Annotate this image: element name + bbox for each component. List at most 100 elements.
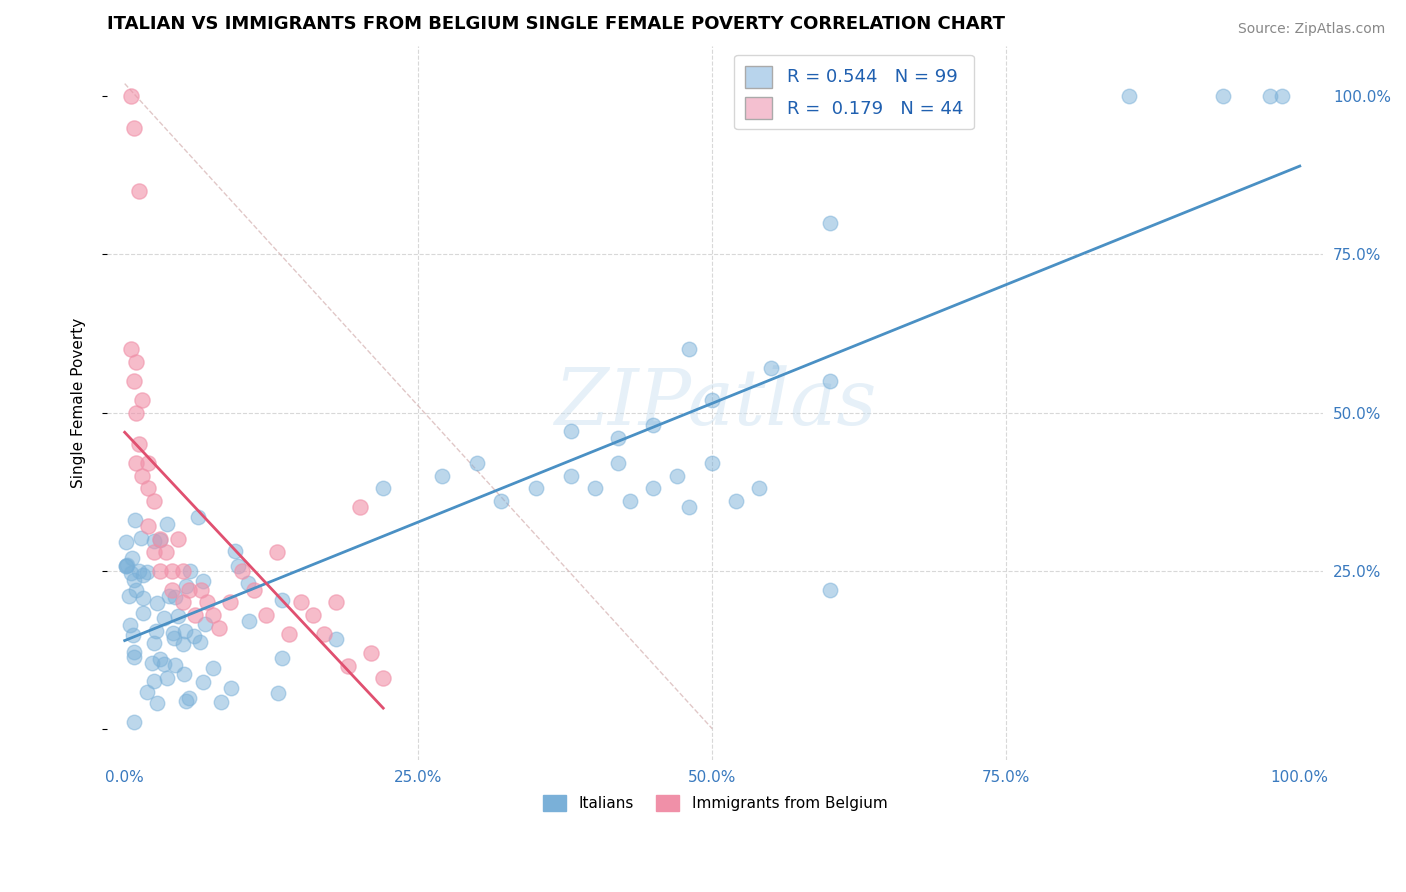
Point (157, 589, 180, 603)
Point (325, 595, 347, 609)
Point (118, 589, 141, 603)
Point (219, 595, 242, 609)
Point (143, 544, 166, 558)
Point (1212, 89, 1234, 103)
Point (122, 649, 145, 664)
Y-axis label: Single Female Poverty: Single Female Poverty (72, 318, 86, 488)
Point (121, 551, 143, 566)
Point (131, 531, 153, 545)
Point (174, 579, 197, 593)
Point (1260, 89, 1282, 103)
Point (162, 626, 184, 640)
Point (143, 494, 166, 508)
Point (678, 500, 700, 515)
Point (122, 574, 145, 588)
Point (202, 661, 225, 675)
Point (155, 544, 177, 558)
Point (607, 456, 630, 470)
Point (314, 627, 336, 641)
Point (118, 617, 141, 632)
Point (122, 715, 145, 730)
Point (373, 671, 395, 685)
Point (142, 534, 165, 549)
Point (702, 456, 724, 470)
Point (430, 468, 453, 483)
Point (145, 624, 167, 639)
Point (243, 582, 266, 597)
Point (191, 574, 214, 589)
Point (228, 558, 250, 573)
Point (174, 694, 197, 708)
Point (560, 425, 582, 439)
Point (131, 392, 153, 407)
Point (125, 355, 148, 369)
Point (818, 582, 841, 597)
Point (115, 559, 138, 574)
Point (266, 544, 288, 558)
Point (194, 616, 217, 631)
Point (301, 607, 323, 622)
Point (702, 392, 724, 407)
Point (183, 629, 205, 643)
Point (124, 513, 146, 527)
Text: ITALIAN VS IMMIGRANTS FROM BELGIUM SINGLE FEMALE POVERTY CORRELATION CHART: ITALIAN VS IMMIGRANTS FROM BELGIUM SINGL… (107, 15, 1005, 33)
Point (149, 533, 172, 548)
Point (153, 611, 176, 625)
Point (607, 431, 630, 445)
Point (156, 671, 179, 685)
Point (231, 564, 253, 578)
Point (136, 565, 159, 579)
Point (115, 559, 138, 574)
Point (818, 216, 841, 230)
Point (143, 636, 166, 650)
Point (665, 468, 688, 483)
Point (120, 89, 142, 103)
Point (209, 695, 232, 709)
Text: Source: ZipAtlas.com: Source: ZipAtlas.com (1237, 22, 1385, 37)
Point (360, 646, 382, 660)
Point (219, 681, 242, 695)
Point (174, 624, 197, 638)
Point (373, 482, 395, 496)
Point (759, 361, 782, 376)
Point (270, 650, 292, 665)
Point (163, 658, 186, 673)
Point (224, 544, 246, 558)
Point (619, 494, 641, 508)
Point (125, 456, 148, 470)
Point (149, 652, 172, 666)
Point (190, 582, 212, 597)
Point (489, 494, 512, 508)
Point (266, 686, 288, 700)
Point (124, 645, 146, 659)
Point (748, 482, 770, 496)
Point (201, 607, 224, 622)
Point (191, 675, 214, 690)
Point (145, 696, 167, 710)
Point (136, 482, 159, 496)
Point (173, 667, 195, 681)
Point (163, 591, 186, 605)
Point (128, 564, 150, 578)
Point (122, 120, 145, 135)
Point (149, 532, 172, 546)
Point (166, 532, 188, 546)
Point (143, 674, 166, 689)
Point (122, 374, 145, 388)
Point (115, 558, 138, 572)
Text: ZIPatlas: ZIPatlas (554, 365, 876, 442)
Point (818, 374, 841, 388)
Point (187, 510, 209, 524)
Point (149, 564, 172, 578)
Point (190, 635, 212, 649)
Point (131, 468, 153, 483)
Point (172, 564, 194, 578)
Point (1118, 89, 1140, 103)
Point (254, 607, 277, 622)
Point (179, 690, 201, 705)
Point (238, 614, 260, 628)
Point (136, 519, 159, 533)
Point (465, 456, 488, 470)
Point (179, 564, 201, 578)
Point (184, 607, 207, 622)
